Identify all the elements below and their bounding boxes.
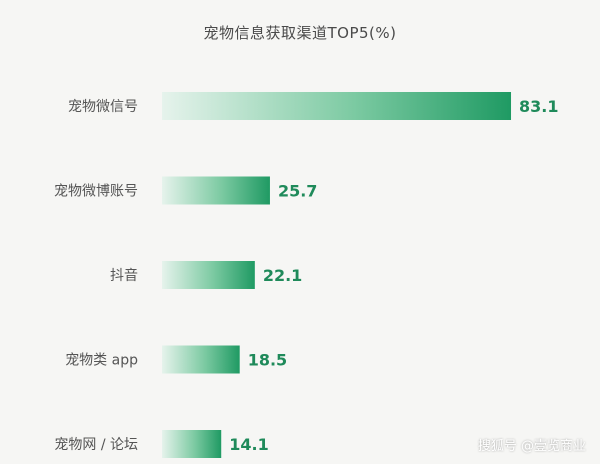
bar <box>162 176 270 205</box>
category-label: 宠物微信号 <box>68 99 138 115</box>
value-label: 83.1 <box>519 97 558 116</box>
value-label: 22.1 <box>263 266 302 285</box>
category-label: 宠物类 app <box>65 353 138 369</box>
value-label: 18.5 <box>248 351 287 370</box>
category-label: 宠物微博账号 <box>54 183 138 200</box>
bars-layer: 宠物微信号 83.1 宠物微博账号 25.7 抖音 22.1 宠物类 app 18.5 宠物网 … <box>54 92 559 458</box>
chart-title: 宠物信息获取渠道TOP5(%) <box>203 24 397 42</box>
category-label: 抖音 <box>110 267 138 284</box>
bar <box>162 430 222 458</box>
bar <box>162 261 255 289</box>
value-label: 25.7 <box>278 182 317 201</box>
bar <box>162 92 512 120</box>
category-label: 宠物网 / 论坛 <box>54 437 138 453</box>
bar <box>162 345 240 374</box>
watermark: 搜狐号 @壹览商业 <box>477 439 586 454</box>
value-label: 14.1 <box>229 435 268 454</box>
